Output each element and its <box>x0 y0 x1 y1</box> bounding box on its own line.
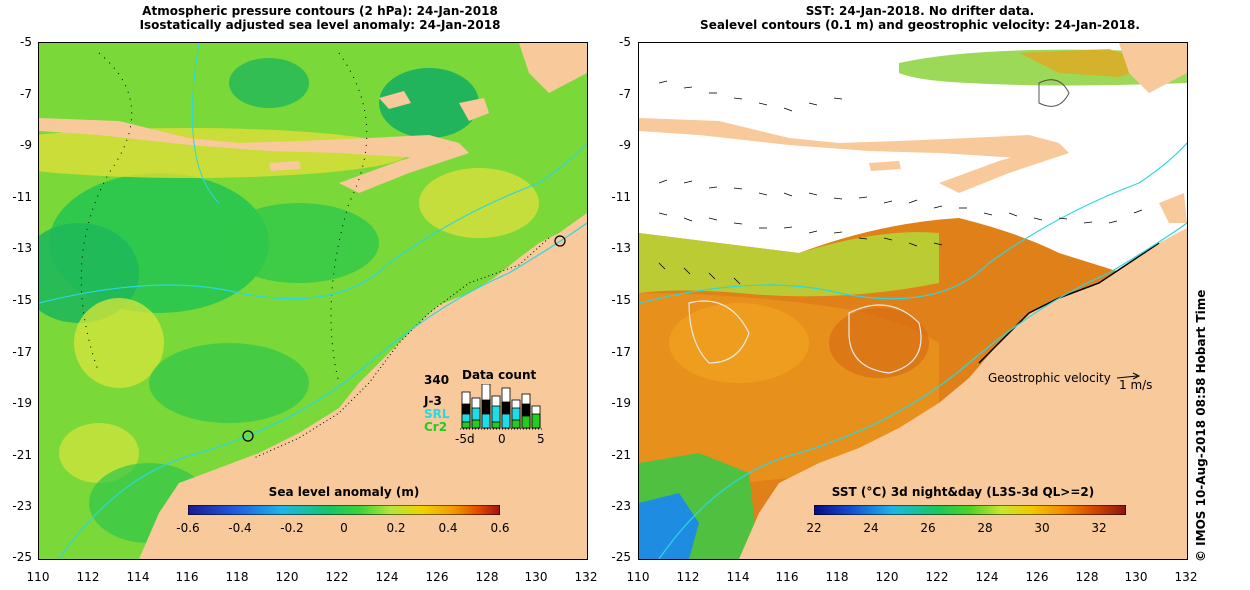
y-tick-label: -19 <box>12 396 32 410</box>
y-tick-label: -15 <box>611 293 631 307</box>
x-tick-label: 110 <box>26 570 50 584</box>
y-tick-label: -19 <box>611 396 631 410</box>
x-tick-label: 116 <box>175 570 199 584</box>
data-count-xlabel: -5d <box>455 432 475 446</box>
x-tick-label: 112 <box>76 570 100 584</box>
left-cbar-label: 0.4 <box>438 521 458 535</box>
x-tick-label: 118 <box>225 570 249 584</box>
y-tick-label: -23 <box>12 499 32 513</box>
y-tick-label: -25 <box>611 550 631 564</box>
y-tick-label: -11 <box>611 190 631 204</box>
y-tick-label: -7 <box>619 87 631 101</box>
y-tick-label: -9 <box>619 138 631 152</box>
sea-level-map <box>39 43 587 559</box>
x-tick-label: 126 <box>425 570 449 584</box>
x-tick-label: 120 <box>875 570 899 584</box>
x-tick-label: 120 <box>275 570 299 584</box>
left-cbar-label: -0.6 <box>176 521 200 535</box>
x-tick-label: 128 <box>475 570 499 584</box>
x-tick-label: 118 <box>825 570 849 584</box>
right-title: SST: 24-Jan-2018. No drifter data. Seale… <box>640 4 1200 32</box>
x-tick-label: 132 <box>1174 570 1198 584</box>
y-tick-label: -21 <box>12 448 32 462</box>
y-tick-label: -13 <box>611 241 631 255</box>
right-cbar-label: 26 <box>920 521 936 535</box>
y-tick-label: -13 <box>12 241 32 255</box>
x-tick-label: 116 <box>775 570 799 584</box>
y-tick-label: -9 <box>20 138 32 152</box>
y-tick-label: -11 <box>12 190 32 204</box>
left-cbar-label: 0.2 <box>386 521 406 535</box>
velocity-scale: 1 m/s <box>1119 378 1153 392</box>
left-colorbar-title: Sea level anomaly (m) <box>268 485 420 499</box>
data-count-bars <box>460 384 542 430</box>
data-count-xlabel: 5 <box>537 432 545 446</box>
x-tick-label: 126 <box>1025 570 1049 584</box>
left-cbar-label: 0 <box>340 521 348 535</box>
right-colorbar <box>814 505 1126 515</box>
y-tick-label: -25 <box>12 550 32 564</box>
sst-map <box>639 43 1187 559</box>
velocity-scale-arrow-icon <box>1117 372 1141 380</box>
y-tick-label: -5 <box>20 35 32 49</box>
x-tick-label: 130 <box>524 570 548 584</box>
data-count-max: 340 <box>424 373 450 387</box>
x-tick-label: 132 <box>574 570 598 584</box>
y-tick-label: -21 <box>611 448 631 462</box>
right-title-line1: SST: 24-Jan-2018. No drifter data. <box>805 4 1035 18</box>
left-cbar-label: -0.4 <box>228 521 252 535</box>
right-cbar-label: 22 <box>806 521 822 535</box>
x-tick-label: 122 <box>325 570 349 584</box>
right-map-panel <box>638 42 1188 560</box>
x-tick-label: 112 <box>676 570 700 584</box>
y-tick-label: -15 <box>12 293 32 307</box>
left-title-line1: Atmospheric pressure contours (2 hPa): 2… <box>142 4 498 18</box>
right-cbar-label: 24 <box>863 521 879 535</box>
x-tick-label: 124 <box>375 570 399 584</box>
data-count-title: Data count <box>462 368 537 382</box>
x-tick-label: 110 <box>626 570 650 584</box>
x-tick-label: 114 <box>726 570 750 584</box>
x-tick-label: 114 <box>126 570 150 584</box>
left-cbar-label: -0.2 <box>280 521 304 535</box>
right-cbar-label: 32 <box>1091 521 1107 535</box>
left-title-line2: Isostatically adjusted sea level anomaly… <box>139 18 501 32</box>
velocity-label: Geostrophic velocity <box>988 371 1111 385</box>
data-count-xlabel: 0 <box>498 432 506 446</box>
satellite-cr2-label: Cr2 <box>424 420 448 434</box>
y-tick-label: -23 <box>611 499 631 513</box>
y-tick-label: -7 <box>20 87 32 101</box>
satellite-j3-label: J-3 <box>424 394 442 408</box>
y-tick-label: -5 <box>619 35 631 49</box>
x-tick-label: 122 <box>925 570 949 584</box>
x-tick-label: 124 <box>975 570 999 584</box>
imos-credit: © IMOS 10-Aug-2018 08:58 Hobart Time <box>1194 289 1208 562</box>
left-map-panel <box>38 42 588 560</box>
y-tick-label: -17 <box>12 345 32 359</box>
left-title: Atmospheric pressure contours (2 hPa): 2… <box>60 4 580 32</box>
left-colorbar <box>188 505 500 515</box>
x-tick-label: 130 <box>1124 570 1148 584</box>
x-tick-label: 128 <box>1075 570 1099 584</box>
right-title-line2: Sealevel contours (0.1 m) and geostrophi… <box>700 18 1140 32</box>
y-tick-label: -17 <box>611 345 631 359</box>
left-cbar-label: 0.6 <box>490 521 510 535</box>
right-colorbar-title: SST (°C) 3d night&day (L3S-3d QL>=2) <box>831 485 1095 499</box>
right-cbar-label: 28 <box>977 521 993 535</box>
right-cbar-label: 30 <box>1034 521 1050 535</box>
satellite-srl-label: SRL <box>424 407 450 421</box>
